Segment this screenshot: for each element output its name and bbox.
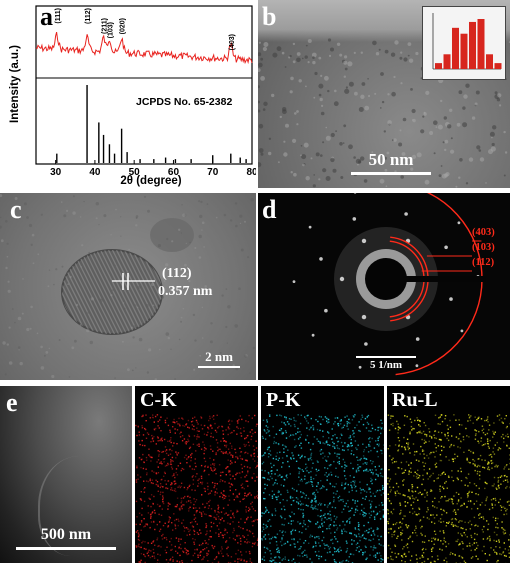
diffraction-spot — [308, 225, 312, 229]
panel-a-xrd: (111) (112) (211) (103) (020) (403) 30 40 50 60 7… — [0, 0, 256, 190]
panel-letter-c: c — [10, 195, 22, 224]
scale-bar-b: 50 nm — [351, 150, 431, 175]
diffraction-spot — [404, 212, 408, 216]
panel-letter-e: e — [6, 388, 18, 417]
eds-map-ruthenium: Ru-L — [387, 386, 510, 563]
eds-map-phosphorus: P-K — [261, 386, 384, 563]
diffraction-spot — [457, 221, 461, 225]
diffraction-spot — [361, 314, 367, 320]
diffraction-spot — [339, 276, 345, 282]
x-tick-label: 70 — [207, 167, 219, 178]
x-tick-label: 50 — [129, 167, 141, 178]
scale-bar-e: 500 nm — [16, 526, 116, 550]
peak-label: (112) — [85, 8, 92, 24]
histogram-bar — [494, 63, 502, 69]
xrd-y-axis-label: Intensity (a.u.) — [9, 45, 21, 123]
ring-label-103: (103) — [472, 242, 495, 253]
xrd-x-axis-label: 2θ (degree) — [120, 175, 182, 187]
histogram-bar — [452, 27, 459, 69]
x-tick-label: 80 — [246, 167, 256, 178]
diffraction-spot — [444, 245, 448, 250]
peak-label: (211) — [102, 18, 109, 34]
histogram-bar — [477, 19, 485, 69]
beam-stop-arm — [386, 276, 486, 282]
ring-label-403: (403) — [472, 227, 495, 238]
xrd-chart: (111) (112) (211)(103) (020) (403) 30 40 50 60 7… — [35, 5, 256, 178]
panel-b-tem: b 50 nm — [258, 0, 510, 188]
ruthenium-map-texture — [387, 414, 510, 563]
scale-bar-b-label: 50 nm — [368, 150, 414, 169]
peak-label: (020) — [120, 18, 127, 34]
carbon-map-texture — [135, 414, 258, 563]
phosphorus-map-texture — [261, 414, 384, 563]
panel-c-hrtem: c (112) 0.357 nm 2 nm — [0, 193, 256, 380]
scale-bar-e-line — [16, 547, 116, 550]
diffraction-spot — [311, 333, 315, 337]
panel-d-saed: d (403) (103) (112) 5 1/nm — [258, 193, 510, 380]
ring-label-112: (112) — [472, 257, 495, 268]
diffraction-spot — [364, 342, 368, 346]
lattice-spacing-label: 0.357 nm — [158, 284, 213, 299]
diffraction-spot — [361, 238, 367, 244]
eds-label-carbon: C-K — [140, 389, 177, 411]
diffraction-spot — [319, 257, 323, 261]
eds-label-ruthenium: Ru-L — [392, 389, 438, 411]
diffraction-spot — [352, 217, 357, 221]
peak-label: (103) — [107, 22, 114, 38]
peak-label: (111) — [55, 8, 62, 24]
diffraction-spot — [460, 329, 464, 333]
x-tick-label: 40 — [89, 167, 101, 178]
lattice-plane-label: (112) — [162, 266, 192, 281]
diffraction-spot — [353, 193, 357, 194]
scale-bar-c: 2 nm — [198, 349, 240, 368]
histogram-bar — [443, 54, 451, 69]
peak-label: (403) — [229, 34, 236, 50]
panel-letter-b: b — [262, 2, 277, 31]
secondary-particle — [150, 218, 194, 252]
scale-bar-d-label: 5 1/nm — [369, 359, 403, 371]
size-histogram — [432, 13, 502, 70]
panel-e-haadf: e 500 nm — [0, 386, 132, 563]
diffraction-spot — [324, 308, 328, 313]
diffraction-spot — [415, 364, 419, 368]
diffraction-spot — [358, 365, 362, 369]
x-tick-label: 60 — [168, 167, 180, 178]
xrd-plot-frame — [35, 5, 253, 165]
x-tick-label: 30 — [50, 167, 62, 178]
panel-letter-a: a — [40, 2, 53, 31]
xrd-measured-pattern — [35, 31, 253, 65]
histogram-bar — [460, 33, 468, 69]
diffraction-spot — [292, 280, 296, 283]
scale-bar-c-line — [198, 366, 240, 368]
scale-bar-c-label: 2 nm — [205, 349, 233, 364]
saed-pattern — [292, 193, 486, 376]
size-histogram-inset — [422, 6, 506, 80]
haadf-flake-edge — [38, 456, 120, 556]
scale-bar-e-label: 500 nm — [40, 526, 92, 543]
diffraction-spot — [415, 337, 420, 341]
histogram-bar — [469, 21, 476, 69]
scale-bar-b-line — [351, 172, 431, 175]
histogram-bar — [435, 63, 442, 69]
panel-letter-d: d — [262, 195, 277, 224]
eds-label-phosphorus: P-K — [266, 389, 301, 411]
xrd-reference-label: JCPDS No. 65-2382 — [136, 96, 233, 108]
eds-map-carbon: C-K — [135, 386, 258, 563]
diffraction-spot — [449, 297, 453, 301]
lattice-fringes — [0, 194, 255, 380]
histogram-bar — [486, 54, 493, 69]
